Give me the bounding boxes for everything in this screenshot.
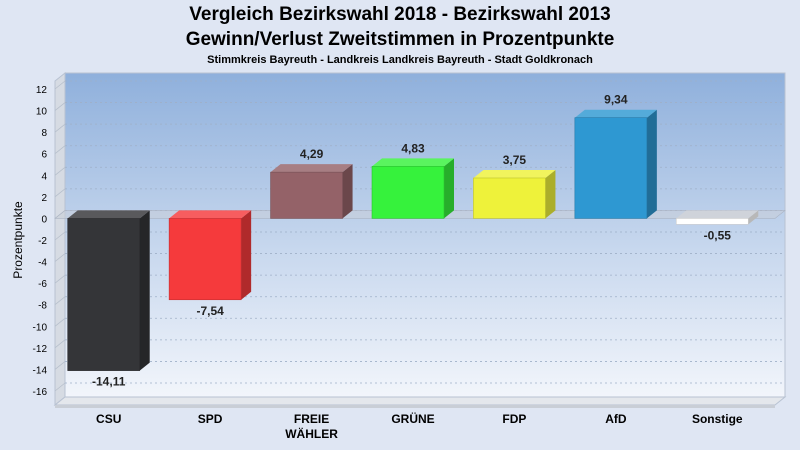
bar-top — [574, 109, 657, 118]
bars — [67, 109, 759, 371]
gridline-wall — [54, 188, 66, 198]
value-label: 3,75 — [503, 153, 527, 167]
category-label: FDP — [502, 412, 526, 426]
bar-top — [372, 158, 454, 167]
value-label: 4,29 — [300, 147, 324, 161]
chart-title-line-2: Gewinn/Verlust Zweitstimmen in Prozentpu… — [185, 29, 615, 50]
gridline-wall — [54, 361, 66, 370]
bar-side — [241, 210, 252, 300]
y-axis-ticks: 12 10 8 6 4 2 0 -2 -4 -6 -8 -10 -12 -14 -16 — [33, 85, 48, 398]
bar-freie-wähler — [270, 164, 353, 219]
value-label: -0,55 — [704, 228, 732, 242]
bar-front — [473, 177, 546, 219]
bar-spd — [168, 210, 252, 301]
bar-side — [748, 210, 759, 225]
bar-top — [67, 210, 150, 219]
plot-floor-edge — [55, 405, 775, 408]
bar-side — [545, 169, 556, 219]
y-tick-label: -2 — [38, 236, 47, 247]
category-label: AfD — [605, 412, 627, 426]
y-tick-label: 10 — [36, 107, 48, 118]
gridline-wall — [54, 123, 66, 133]
y-tick-label: -4 — [38, 258, 47, 269]
bar-front — [270, 171, 343, 219]
gridline-wall — [54, 382, 66, 392]
bar-top — [169, 210, 252, 219]
value-label: -14,11 — [92, 375, 126, 389]
bar-csu — [67, 210, 150, 371]
y-tick-label: -14 — [33, 365, 48, 376]
bar-front — [67, 218, 141, 371]
gridline-wall — [54, 80, 66, 90]
y-tick-label: -16 — [33, 387, 48, 398]
plot-area — [53, 71, 787, 408]
bar-front — [168, 218, 242, 301]
category-label: SPD — [198, 412, 223, 426]
y-tick-label: 0 — [41, 214, 47, 225]
gridline-wall — [54, 253, 66, 262]
chart-title: Vergleich Bezirkswahl 2018 - Bezirkswahl… — [189, 4, 611, 25]
bar-fdp — [473, 169, 556, 219]
bar-sonstige — [675, 210, 759, 225]
bar-side — [646, 109, 657, 219]
value-labels: -14,11 -7,54 4,29 4,83 3,75 9,34 -0,55 — [92, 93, 731, 389]
y-tick-label: 8 — [41, 128, 47, 139]
value-label: 4,83 — [401, 141, 425, 155]
plot-floor — [53, 396, 787, 406]
y-tick-label: 6 — [41, 150, 47, 161]
bar-side — [139, 210, 150, 371]
category-label: CSU — [96, 412, 121, 426]
y-tick-label: -12 — [33, 344, 48, 355]
gridline-wall — [54, 231, 66, 241]
category-label: FREIE WÄHLER — [285, 412, 338, 441]
y-tick-label: 12 — [36, 85, 48, 96]
bar-side — [444, 158, 454, 219]
gridline-wall — [54, 145, 66, 155]
bar-top — [270, 164, 353, 173]
bar-top — [473, 169, 556, 178]
gridline-wall — [54, 339, 66, 349]
value-label: 9,34 — [604, 93, 628, 107]
category-label: GRÜNE — [391, 411, 434, 426]
category-labels: CSU SPD FREIE WÄHLER GRÜNE FDP AfD Sonstige — [96, 411, 743, 441]
y-tick-label: 4 — [41, 171, 47, 182]
bar-afd — [574, 109, 657, 219]
chart-subtitle: Stimmkreis Bayreuth - Landkreis Landkrei… — [207, 54, 593, 66]
bar-grüne — [371, 158, 454, 219]
bar-top — [676, 210, 759, 219]
gridline-wall — [54, 296, 66, 306]
category-label: Sonstige — [692, 412, 743, 426]
y-tick-label: -6 — [38, 279, 47, 290]
gridline-wall — [54, 274, 66, 284]
y-tick-label: -8 — [38, 301, 47, 312]
value-label: -7,54 — [196, 304, 224, 318]
bar-front — [675, 218, 749, 225]
y-tick-label: 2 — [41, 193, 47, 204]
y-tick-label: -10 — [33, 322, 48, 333]
gridline-wall — [54, 317, 66, 327]
bar-side — [342, 164, 353, 219]
gridline-wall — [54, 102, 66, 111]
bar-front — [371, 166, 445, 219]
gridline-wall — [54, 166, 66, 176]
y-axis-label: Prozentpunkte — [11, 201, 25, 279]
bar-front — [574, 117, 648, 219]
